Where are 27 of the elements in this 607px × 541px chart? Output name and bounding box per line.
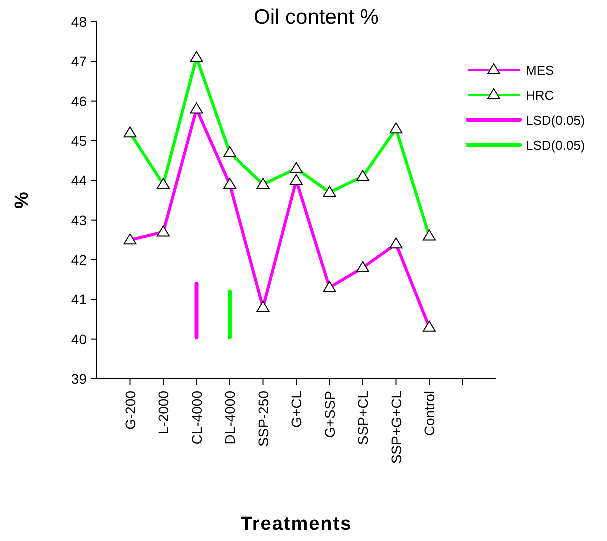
y-tick-label: 47	[71, 54, 88, 70]
y-tick-label: 40	[71, 331, 88, 348]
legend-label: MES	[526, 63, 554, 78]
x-tick-label: G+CL	[288, 390, 304, 428]
y-tick-label: 43	[71, 212, 88, 228]
x-tick-label: L-2000	[156, 390, 172, 435]
x-tick-label: CL-4000	[188, 390, 205, 445]
y-axis-title: %	[12, 192, 33, 209]
y-tick-label: 46	[71, 93, 88, 110]
x-tick-label: G-200	[122, 390, 138, 430]
x-axis-title: Treatments	[240, 514, 352, 535]
y-tick-label: 42	[71, 252, 88, 268]
x-tick-label: G+SSP	[322, 391, 338, 438]
x-tick-label: SSP-250	[255, 390, 272, 448]
y-tick-label: 48	[71, 14, 88, 30]
legend-label: LSD(0.05)	[526, 138, 586, 153]
x-tick-label: DL-4000	[222, 390, 238, 445]
y-tick-label: 45	[71, 133, 88, 149]
legend-label: LSD(0.05)	[526, 113, 586, 128]
y-tick-label: 39	[71, 371, 88, 387]
x-tick-label: SSP+CL	[355, 390, 371, 446]
y-tick-label: 44	[71, 172, 88, 189]
x-tick-label: Control	[422, 391, 438, 436]
legend-label: HRC	[526, 88, 554, 103]
y-tick-label: 41	[71, 292, 88, 308]
chart-title: Oil content %	[254, 6, 379, 29]
x-tick-label: SSP+G+CL	[388, 390, 404, 464]
